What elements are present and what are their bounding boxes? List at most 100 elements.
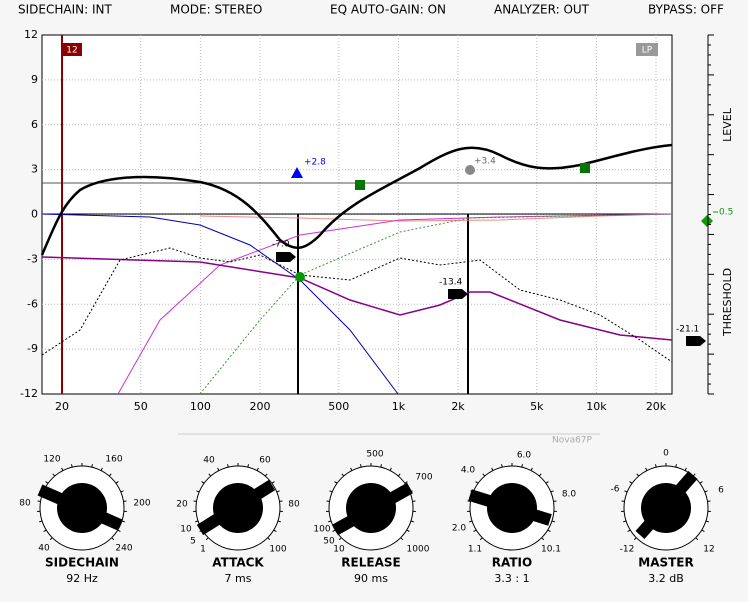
knob-tick [332,529,336,532]
y-tick-label: -6 [27,297,38,310]
knob-tick [629,481,633,484]
band-handle[interactable] [465,165,475,175]
knob-tick [633,537,637,541]
knob-tick [117,529,121,532]
y-tick-label: 6 [31,118,38,131]
knob-tick [264,473,268,477]
knob-scale-label: 1 [200,545,206,555]
analyzer-status[interactable]: ANALYZER: OUT [494,3,590,17]
knob[interactable] [641,483,691,533]
mode-status[interactable]: MODE: STEREO [170,3,262,17]
threshold-arrow[interactable] [448,289,468,299]
knob-scale-label: -6 [611,485,620,495]
knob-tick [473,529,477,532]
brand: Nova67P [552,436,593,446]
knob-scale-label: 5 [190,537,196,547]
knob-tick [501,464,503,468]
knob-tick [521,464,523,468]
badge [636,43,658,56]
x-tick-label: 50 [134,400,148,413]
knob-tick [551,520,555,523]
knob-scale-label: 200 [133,499,150,509]
knob-tick [121,520,125,523]
knob-label: RELEASE [341,556,400,570]
knob-scale-label: 100 [313,525,330,535]
y-tick-label: -12 [20,387,38,400]
knob-tick [267,537,271,541]
knob-tick [530,467,533,471]
knob-tick [545,481,549,484]
knob-tick [410,520,414,523]
knob-label: MASTER [638,556,694,570]
knob-scale-label: 8.0 [562,490,577,500]
knob-tick [115,481,119,484]
band-handle[interactable] [580,163,590,173]
x-tick-label: 100 [190,400,211,413]
knob-tick [111,537,115,541]
knob-value: 3.3 : 1 [494,572,529,585]
knob[interactable] [213,483,263,533]
knob-tick [675,464,677,468]
knob[interactable] [346,483,396,533]
annotation: +3.4 [474,157,496,167]
knob-tick [360,464,362,468]
knob-tick [201,481,205,484]
knob-tick [404,481,408,484]
knob-tick [208,473,212,477]
knob-tick [541,537,545,541]
knob-scale-label: 100 [269,545,286,555]
threshold-arrow[interactable] [686,336,706,346]
knob-tick [52,473,56,477]
x-tick-label: 2k [451,400,465,413]
knob[interactable] [487,483,537,533]
band-handle[interactable] [295,272,305,282]
knob-scale-label: 500 [366,450,383,460]
annotation: 0.5 [719,208,733,218]
knob-scale-label: 1000 [407,545,430,555]
knob-scale-label: 10 [180,525,192,535]
knob-tick [328,520,332,523]
knob-tick [334,481,338,484]
knob-tick [538,473,542,477]
knob-tick [227,464,229,468]
knob-tick [341,473,345,477]
knob-tick [469,520,473,523]
knob-tick [277,520,281,523]
knob-tick [276,490,280,493]
eq-curve [40,143,673,256]
x-tick-label: 20k [646,400,667,413]
knob-tick [636,473,640,477]
knob-tick [247,464,249,468]
knob-value: 90 ms [354,572,388,585]
autogain-status[interactable]: EQ AUTO-GAIN: ON [330,3,446,17]
knob-scale-label: 40 [38,544,50,554]
dynamic-curve [41,256,673,341]
y-tick-label: 0 [31,208,38,221]
knob-tick [205,537,209,541]
knob-scale-label: 12 [703,545,714,555]
knob-tick [406,529,410,532]
knob-tick [705,520,709,523]
knob-value: 3.2 dB [648,572,684,585]
meter-ticks [708,34,714,395]
bypass-status[interactable]: BYPASS: OFF [648,3,724,17]
knob-tick [479,537,483,541]
knob-scale-label: 80 [288,500,300,510]
y-tick-label: -9 [27,342,38,355]
threshold-arrow[interactable] [276,252,296,262]
knob-tick [39,520,43,523]
knob-scale-label: 40 [203,456,215,466]
knob[interactable] [57,483,107,533]
band-handle[interactable] [355,180,365,190]
knob-scale-label: 50 [323,537,335,547]
x-tick-label: 5k [530,400,544,413]
sidechain-status[interactable]: SIDECHAIN: INT [18,3,112,17]
y-tick-label: -3 [27,252,38,265]
knob-scale-label: 60 [259,456,271,466]
knob-scale-label: 20 [176,500,188,510]
knob-scale-label: 10 [333,545,345,555]
knob-tick [380,464,382,468]
band-handle[interactable] [291,167,303,178]
knob-scale-label: 120 [43,455,60,465]
